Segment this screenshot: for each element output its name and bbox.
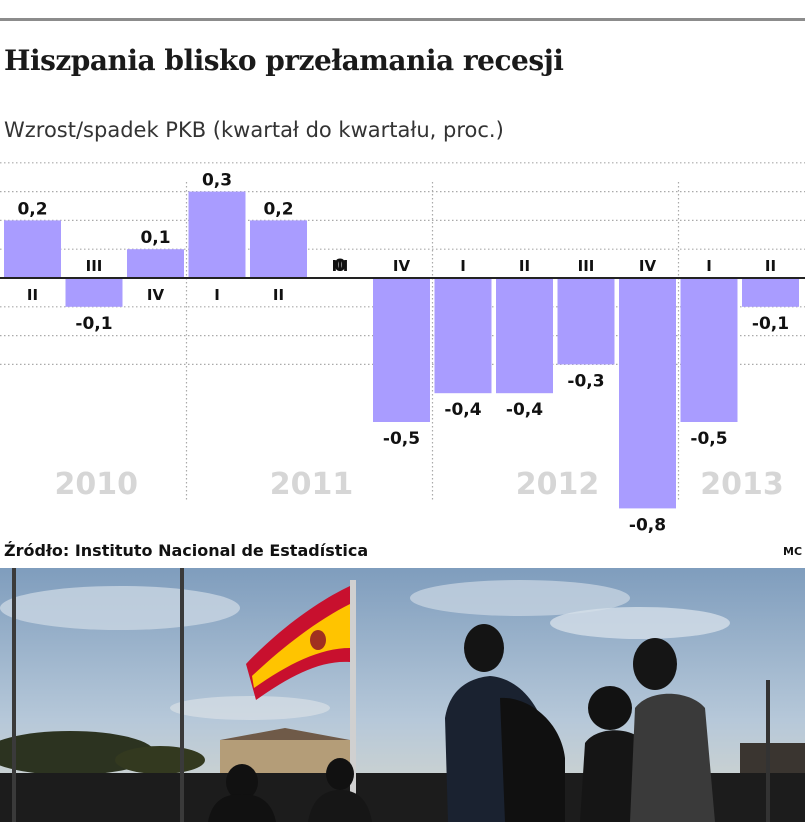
flag-emblem: [310, 630, 326, 650]
quarter-label: II: [519, 257, 530, 275]
bar: [619, 278, 676, 509]
flag-pole: [350, 580, 356, 822]
tree: [0, 731, 155, 775]
quarter-label: I: [460, 257, 466, 275]
bar: [4, 220, 61, 278]
bar: [65, 278, 123, 307]
value-label: -0,4: [506, 400, 543, 420]
cloud: [170, 696, 330, 720]
person-silhouette: [630, 693, 715, 822]
quarter-label: II: [27, 286, 38, 304]
chart-title: Hiszpania blisko przełamania recesji: [4, 44, 564, 77]
person-head: [226, 764, 258, 800]
value-label: -0,8: [629, 515, 666, 535]
value-label: -0,1: [752, 314, 789, 334]
bar: [680, 278, 738, 422]
quarter-label: III: [578, 257, 595, 275]
author-credit: MC: [783, 545, 803, 558]
value-label: 0,3: [202, 171, 232, 191]
cloud: [0, 586, 240, 630]
quarter-label: IV: [393, 257, 411, 275]
bar: [250, 220, 307, 278]
bar: [373, 278, 430, 422]
year-label: 2011: [270, 467, 354, 502]
bar: [127, 249, 184, 278]
bar: [742, 278, 799, 307]
source-note: Źródło: Instituto Nacional de Estadístic…: [4, 541, 369, 560]
quarter-label: I: [706, 257, 712, 275]
quarter-label: I: [214, 286, 220, 304]
value-label: 0: [334, 256, 346, 276]
cloud: [410, 580, 630, 616]
quarter-label: IV: [147, 286, 165, 304]
year-label: 2013: [700, 467, 784, 502]
bar: [188, 191, 246, 278]
person-head: [464, 624, 504, 672]
value-label: -0,1: [75, 314, 112, 334]
value-label: -0,3: [567, 371, 604, 391]
gdp-bar-chart: 2010 2011 2012 2013II0,2III-0,1IV0,1I0,3II0…: [0, 162, 805, 535]
bar: [557, 278, 615, 365]
top-rule: [0, 18, 805, 21]
cloud: [550, 607, 730, 639]
person-silhouette: [580, 730, 645, 822]
bar: [434, 278, 492, 394]
lamp-pole: [180, 568, 184, 822]
quarter-label: III: [332, 257, 349, 275]
person-head: [588, 686, 632, 730]
value-label: 0,2: [263, 199, 293, 219]
quarter-label: IV: [639, 257, 657, 275]
year-label: 2012: [516, 467, 600, 502]
bar: [496, 278, 553, 394]
tree: [115, 746, 205, 774]
person-head: [326, 758, 354, 790]
building-roof: [220, 728, 350, 740]
backpack: [500, 697, 565, 822]
street-photo: [0, 568, 805, 822]
value-label: -0,5: [690, 429, 727, 449]
value-label: 0,1: [140, 228, 170, 248]
person-silhouette: [208, 794, 276, 822]
person-head: [633, 638, 677, 690]
value-label: 0,2: [17, 199, 47, 219]
flag-yellow-stripe: [252, 604, 350, 688]
value-label: -0,5: [383, 429, 420, 449]
year-label: 2010: [55, 467, 139, 502]
chart-subtitle: Wzrost/spadek PKB (kwartał do kwartału, …: [4, 118, 504, 142]
value-label: -0,4: [444, 400, 481, 420]
person-silhouette: [308, 790, 372, 822]
lamp-pole: [12, 568, 16, 822]
quarter-label: II: [765, 257, 776, 275]
lamp-pole: [766, 680, 770, 822]
quarter-label: II: [273, 286, 284, 304]
quarter-label: III: [86, 257, 103, 275]
